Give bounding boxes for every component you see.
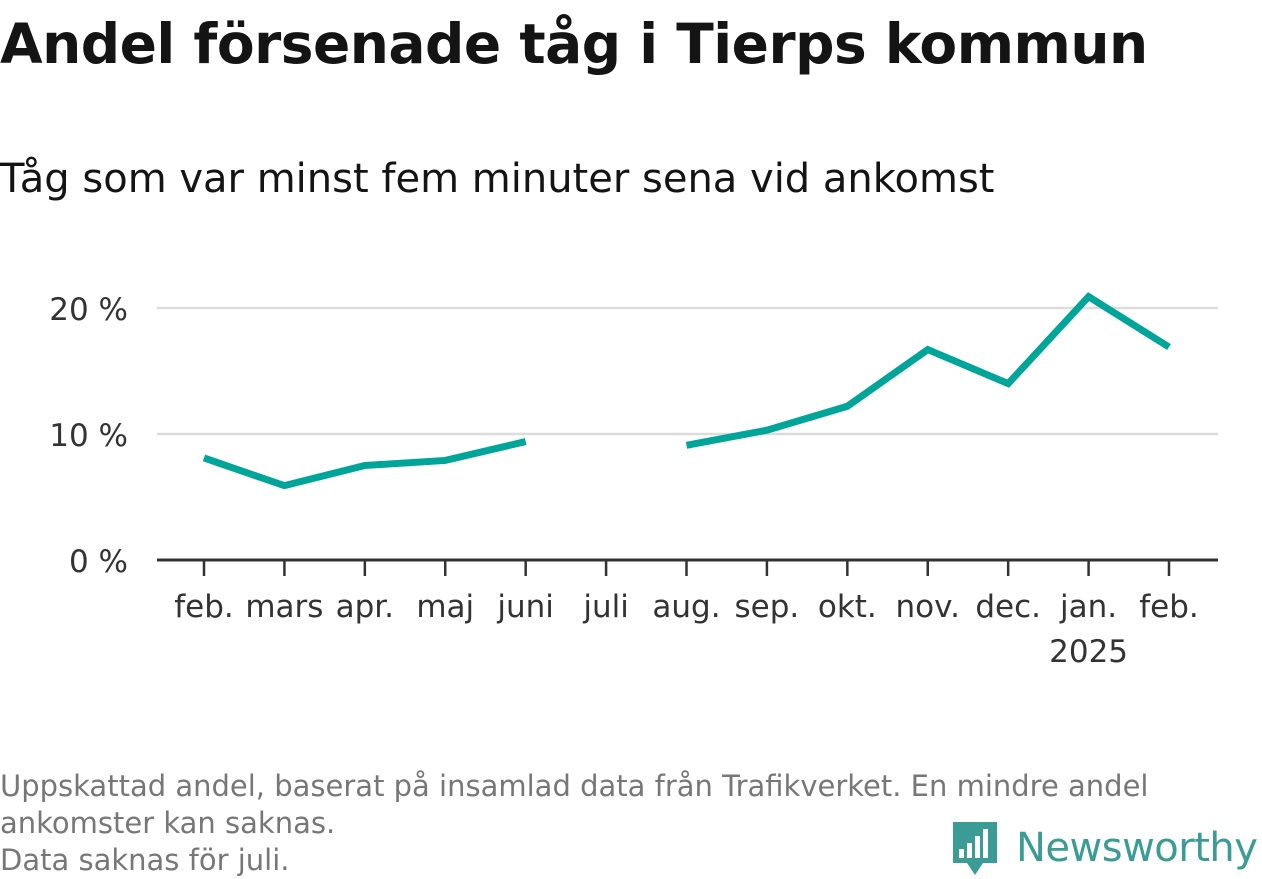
x-tick-label: juli xyxy=(582,589,629,625)
brand-name: Newsworthy xyxy=(1016,825,1258,871)
x-tick-label: mars xyxy=(245,589,323,625)
chart-subtitle: Tåg som var minst fem minuter sena vid a… xyxy=(0,156,995,202)
x-tick-label: jan. xyxy=(1059,589,1117,625)
x-tick-label: maj xyxy=(416,589,474,625)
y-tick-label: 10 % xyxy=(49,418,128,454)
x-tick-label: sep. xyxy=(735,589,800,625)
series xyxy=(202,292,1171,490)
x-tick-label: feb. xyxy=(1139,589,1199,625)
gridlines xyxy=(157,306,1218,436)
x-tick-label: aug. xyxy=(652,589,720,625)
chart-title: Andel försenade tåg i Tierps kommun xyxy=(0,12,1148,76)
y-axis-labels: 0 % 10 % 20 % xyxy=(49,292,128,580)
x-tick-label: nov. xyxy=(896,589,960,625)
footnote-line-1: Uppskattad andel, baserat på insamlad da… xyxy=(0,769,1149,803)
footnote-line-3: Data saknas för juli. xyxy=(0,843,290,877)
x-tick-label: okt. xyxy=(818,589,877,625)
line-chart: 0 % 10 % 20 % feb. mars apr. maj juni juli aug. s… xyxy=(49,292,1218,670)
y-tick-label: 20 % xyxy=(49,292,128,328)
x-tick-year-label: 2025 xyxy=(1049,634,1128,670)
series-line-segment xyxy=(202,438,527,490)
x-tick-label: dec. xyxy=(975,589,1041,625)
x-tick-label: feb. xyxy=(174,589,234,625)
footnote-line-2: ankomster kan saknas. xyxy=(0,806,336,840)
bar-chart-badge-icon xyxy=(953,822,997,875)
x-tick-label: apr. xyxy=(336,589,394,625)
x-axis xyxy=(157,558,1218,576)
x-axis-labels: feb. mars apr. maj juni juli aug. sep. okt. nov. d… xyxy=(174,589,1199,670)
footnote: Uppskattad andel, baserat på insamlad da… xyxy=(0,768,1262,879)
series-line-segment xyxy=(685,292,1171,449)
x-tick-label: juni xyxy=(496,589,554,625)
y-tick-label: 0 % xyxy=(69,544,128,580)
brand-logo: Newsworthy xyxy=(950,818,1258,878)
